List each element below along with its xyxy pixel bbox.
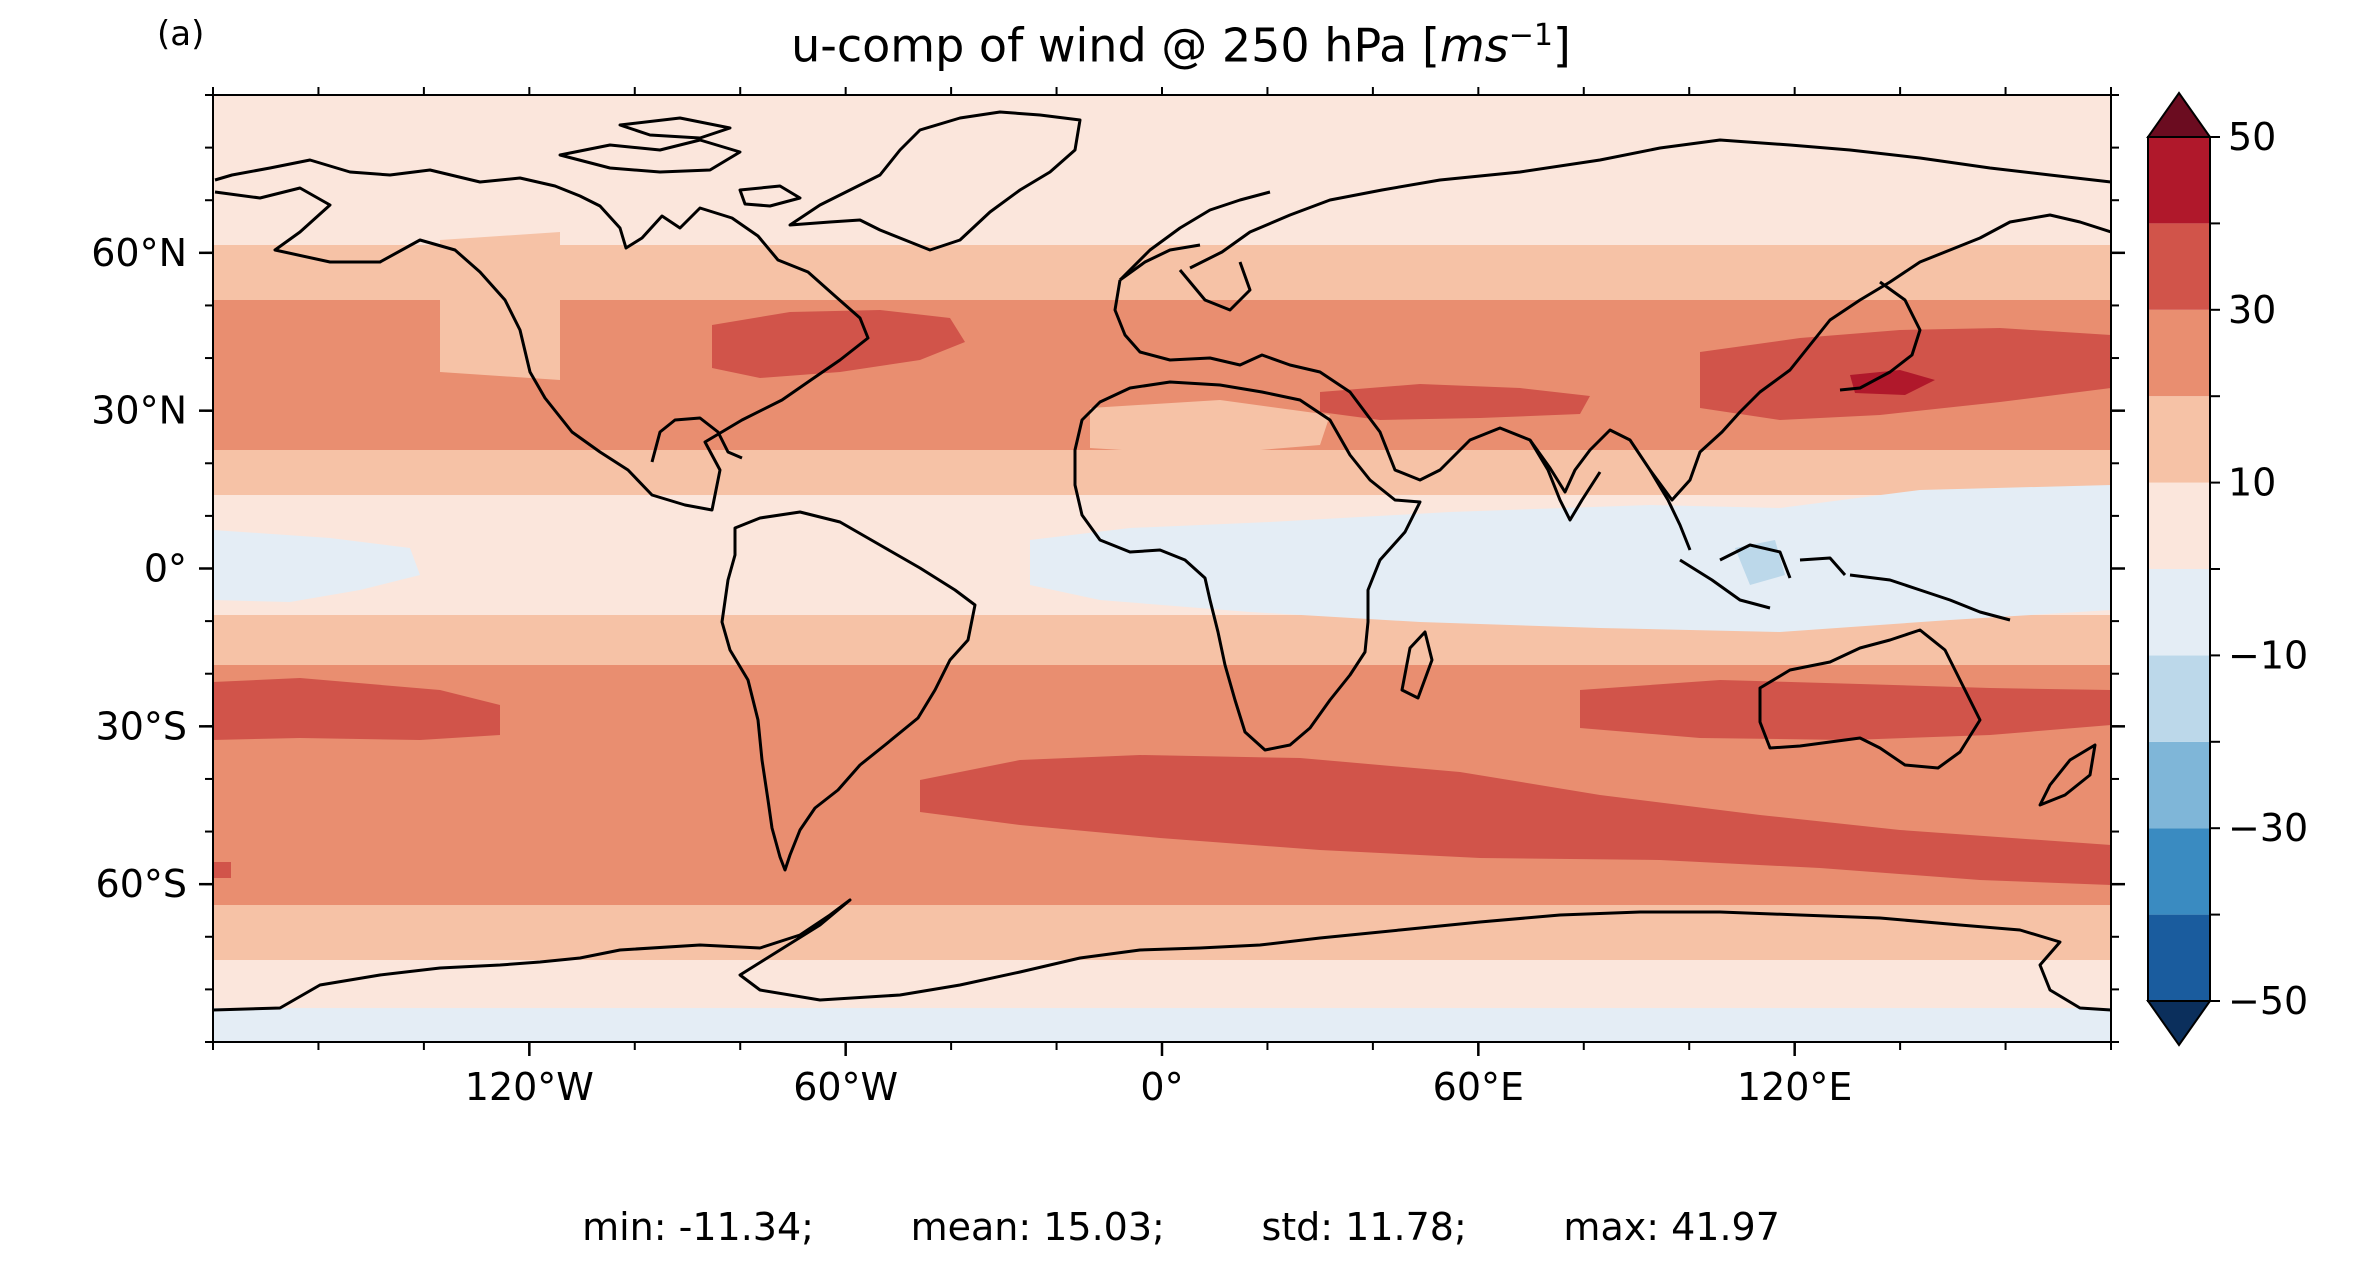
colorbar-segment [2148, 309, 2210, 397]
wind-field [213, 95, 2111, 1042]
coast-madagascar [1400, 630, 1434, 700]
lat-tick-label: 60°N [91, 231, 187, 275]
colorbar-tick-label: 10 [2228, 461, 2276, 505]
coast-new-zealand [2038, 743, 2097, 807]
colorbar-tick-label: 30 [2228, 288, 2276, 332]
coastlines [213, 110, 2111, 1012]
coast-scandinavia [1118, 190, 1271, 312]
easterly-indian-ocean [1030, 485, 2111, 632]
band-subtrop-north [213, 450, 2111, 495]
coast-australia [1758, 628, 1982, 770]
westerly-weak-africa [1090, 400, 1330, 455]
lon-tick-label: 60°W [793, 1065, 898, 1109]
colorbar-segment [2148, 396, 2210, 483]
lat-tick-label: 30°N [91, 389, 187, 433]
title-exponent: −1 [1508, 18, 1553, 53]
easterly-pacific [213, 530, 420, 602]
stat-min: min: -11.34; [582, 1205, 814, 1249]
statistics-line: min: -11.34; mean: 15.03; std: 11.78; ma… [0, 1205, 2362, 1249]
jet-south-edge [213, 862, 231, 878]
colorbar-extend-high [2146, 91, 2212, 138]
jet-north-america [440, 232, 560, 380]
coast-gulf-florida [650, 416, 743, 463]
jet-australia [1580, 680, 2111, 740]
colorbar-segment [2148, 655, 2210, 742]
lon-tick-label: 120°E [1737, 1065, 1853, 1109]
title-close: ] [1552, 18, 1571, 73]
coast-antarctica [213, 898, 2111, 1012]
latitude-axis: 60°N 30°N 0° 30°S 60°S [91, 94, 2125, 1043]
coast-india-se-asia [1528, 439, 1692, 551]
coast-africa [1073, 380, 1422, 752]
colorbar-segment [2148, 482, 2210, 569]
stat-max: max: 41.97 [1563, 1205, 1780, 1249]
jet-south-atlantic-indian [920, 755, 2111, 885]
colorbar-tick-label: 50 [2228, 115, 2276, 159]
colorbar-tick-label: −10 [2228, 633, 2308, 677]
title-text: u-comp of wind @ 250 hPa [ [791, 18, 1440, 73]
coast-europe-asia [1113, 138, 2111, 502]
colorbar-segment [2148, 137, 2210, 224]
title-unit: ms [1439, 18, 1509, 73]
jet-atlantic-core [712, 310, 965, 378]
jet-japan-core [1850, 370, 1935, 395]
coast-south-america [720, 510, 977, 872]
colorbar-tick-label: −30 [2228, 806, 2308, 850]
colorbar-segment [2148, 741, 2210, 829]
colorbar-segment [2148, 223, 2210, 310]
coast-greenland [788, 110, 1082, 252]
lat-tick-label: 0° [144, 547, 187, 591]
coast-north-america [214, 158, 870, 512]
band-subpolar-south [213, 905, 2111, 960]
lon-tick-label: 60°E [1433, 1065, 1524, 1109]
colorbar-segment [2148, 828, 2210, 915]
stat-mean: mean: 15.03; [910, 1205, 1165, 1249]
colorbar-extend-low [2146, 1000, 2212, 1047]
coast-arctic-islands [558, 116, 802, 208]
easterly-antarctic [213, 1008, 2111, 1042]
colorbar: 50 30 10 −10 −30 −50 [2146, 91, 2308, 1047]
stat-std: std: 11.78; [1261, 1205, 1467, 1249]
longitude-axis: 120°W 60°W 0° 60°E 120°E [212, 87, 2112, 1109]
coast-japan [1839, 280, 1922, 392]
colorbar-segment [2148, 569, 2210, 656]
jet-middle-east [1320, 384, 1590, 420]
coast-indonesia [1679, 543, 2011, 622]
colorbar-tick-label: −50 [2228, 979, 2308, 1023]
lat-tick-label: 60°S [96, 862, 187, 906]
band-polar-north [213, 95, 2111, 245]
jet-south-pacific [213, 678, 500, 740]
colorbar-segment [2148, 914, 2210, 1001]
map-title: u-comp of wind @ 250 hPa [ms−1] [0, 18, 2362, 72]
lat-tick-label: 30°S [96, 704, 187, 748]
lon-tick-label: 0° [1140, 1065, 1183, 1109]
panel-label: (a) [157, 14, 205, 54]
lon-tick-label: 120°W [465, 1065, 594, 1109]
